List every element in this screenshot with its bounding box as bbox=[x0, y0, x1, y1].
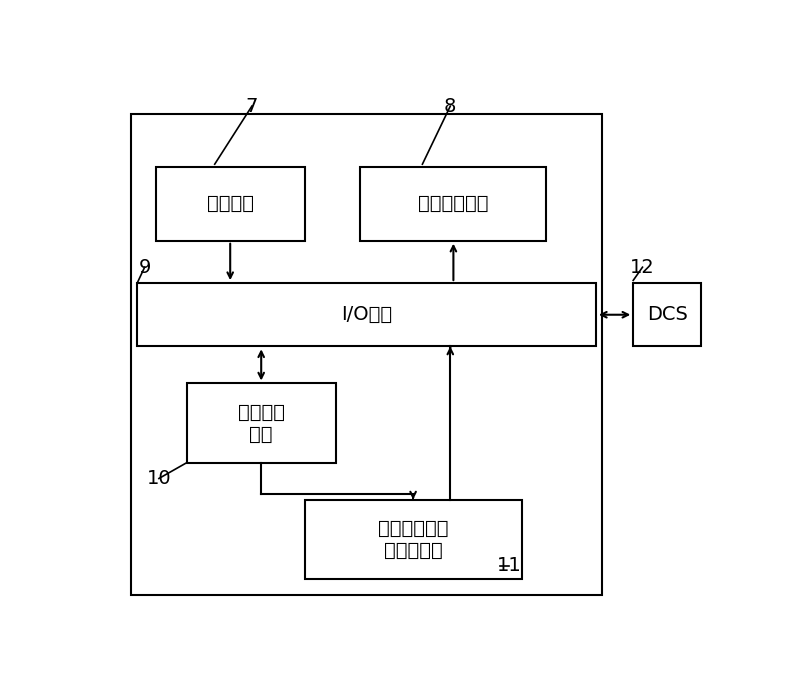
Bar bbox=[305, 499, 522, 579]
Text: I/O模块: I/O模块 bbox=[341, 305, 392, 324]
Text: 人机界面模块: 人机界面模块 bbox=[418, 194, 489, 213]
Text: 9: 9 bbox=[138, 258, 151, 276]
Text: 7: 7 bbox=[246, 97, 258, 115]
Bar bbox=[187, 383, 336, 462]
Text: 检测模块: 检测模块 bbox=[206, 194, 254, 213]
Bar bbox=[138, 283, 596, 346]
Bar bbox=[360, 167, 546, 241]
Bar bbox=[131, 114, 602, 595]
Text: 8: 8 bbox=[444, 97, 457, 115]
Text: 11: 11 bbox=[497, 556, 522, 575]
Text: 10: 10 bbox=[146, 469, 171, 488]
Text: 12: 12 bbox=[630, 258, 655, 276]
Bar bbox=[156, 167, 305, 241]
Text: 非线性模型预
测控制模块: 非线性模型预 测控制模块 bbox=[378, 519, 448, 560]
Text: 组分推断
模块: 组分推断 模块 bbox=[238, 403, 285, 444]
Text: DCS: DCS bbox=[647, 305, 688, 324]
Bar bbox=[634, 283, 702, 346]
